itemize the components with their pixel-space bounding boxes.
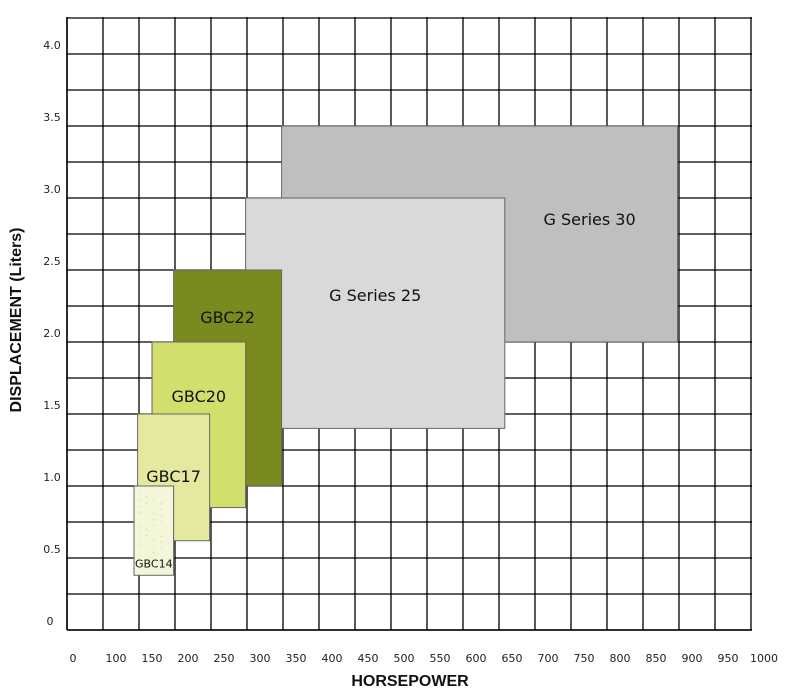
texture-dot xyxy=(138,544,140,546)
x-tick-label: 600 xyxy=(466,652,487,665)
box-label: GBC20 xyxy=(171,387,226,406)
texture-dot xyxy=(153,519,155,521)
texture-dot xyxy=(145,496,147,498)
x-axis-title: HORSEPOWER xyxy=(351,673,469,690)
x-tick-label: 500 xyxy=(394,652,415,665)
texture-dot xyxy=(160,503,162,505)
x-tick-label: 750 xyxy=(574,652,595,665)
y-tick-labels: 0 0.5 1.0 1.5 2.0 2.5 3.0 3.5 4.0 xyxy=(43,39,61,628)
texture-dot xyxy=(138,499,140,501)
texture-dot xyxy=(145,534,147,536)
y-tick-label: 0.5 xyxy=(43,543,61,556)
texture-dot xyxy=(153,551,155,553)
texture-dot xyxy=(145,502,147,504)
texture-dot xyxy=(138,532,140,534)
y-axis-title: DISPLACEMENT (Liters) xyxy=(8,228,25,413)
texture-dot xyxy=(160,535,162,537)
texture-dot xyxy=(138,526,140,528)
box-label: GBC14 xyxy=(135,557,173,570)
x-tick-label: 650 xyxy=(502,652,523,665)
box-label: G Series 25 xyxy=(329,286,421,305)
texture-dot xyxy=(160,515,162,517)
box-g-series-25 xyxy=(245,197,506,429)
box-gbc14 xyxy=(133,485,175,576)
y-tick-label: 2.5 xyxy=(43,255,61,268)
x-tick-label: 250 xyxy=(214,652,235,665)
texture-dot xyxy=(138,493,140,495)
box-label: GBC17 xyxy=(146,467,201,486)
x-tick-label: 150 xyxy=(142,652,163,665)
y-tick-label: 2.0 xyxy=(43,327,61,340)
y-tick-label: 1.5 xyxy=(43,399,61,412)
texture-dot xyxy=(153,525,155,527)
x-tick-label: 200 xyxy=(178,652,199,665)
y-tick-label: 0 xyxy=(47,615,54,628)
x-tick-label: 800 xyxy=(610,652,631,665)
texture-dot xyxy=(153,545,155,547)
y-tick-label: 3.5 xyxy=(43,111,61,124)
texture-dot xyxy=(160,521,162,523)
box-label: G Series 30 xyxy=(544,210,636,229)
x-tick-label: 550 xyxy=(430,652,451,665)
x-tick-label: 450 xyxy=(358,652,379,665)
x-tick-label: 900 xyxy=(682,652,703,665)
box-label: GBC22 xyxy=(200,308,255,327)
x-tick-label: 1000 xyxy=(750,652,778,665)
x-tick-labels: 0 100 150 200 250 300 350 400 450 500 550 600 650 700… xyxy=(70,652,779,665)
x-tick-label: 100 xyxy=(106,652,127,665)
x-tick-label: 0 xyxy=(70,652,77,665)
texture-dot xyxy=(145,549,147,551)
texture-dot xyxy=(160,542,162,544)
x-tick-label: 400 xyxy=(322,652,343,665)
x-tick-label: 350 xyxy=(286,652,307,665)
texture-dot xyxy=(153,498,155,500)
x-tick-label: 850 xyxy=(646,652,667,665)
texture-dot xyxy=(145,508,147,510)
x-tick-label: 300 xyxy=(250,652,271,665)
texture-dot xyxy=(145,516,147,518)
texture-dot xyxy=(153,539,155,541)
texture-dot xyxy=(138,511,140,513)
texture-dot xyxy=(145,522,147,524)
texture-dot xyxy=(160,509,162,511)
texture-dot xyxy=(138,505,140,507)
y-tick-label: 4.0 xyxy=(43,39,61,52)
texture-dot xyxy=(138,538,140,540)
texture-dot xyxy=(153,512,155,514)
texture-dot xyxy=(160,548,162,550)
y-tick-label: 3.0 xyxy=(43,183,61,196)
boxes: G Series 30 G Series 25 GBC22 GBC20 GBC17 GBC… xyxy=(133,125,679,576)
x-tick-label: 700 xyxy=(538,652,559,665)
x-tick-label: 950 xyxy=(718,652,739,665)
texture-dot xyxy=(145,528,147,530)
y-tick-label: 1.0 xyxy=(43,471,61,484)
